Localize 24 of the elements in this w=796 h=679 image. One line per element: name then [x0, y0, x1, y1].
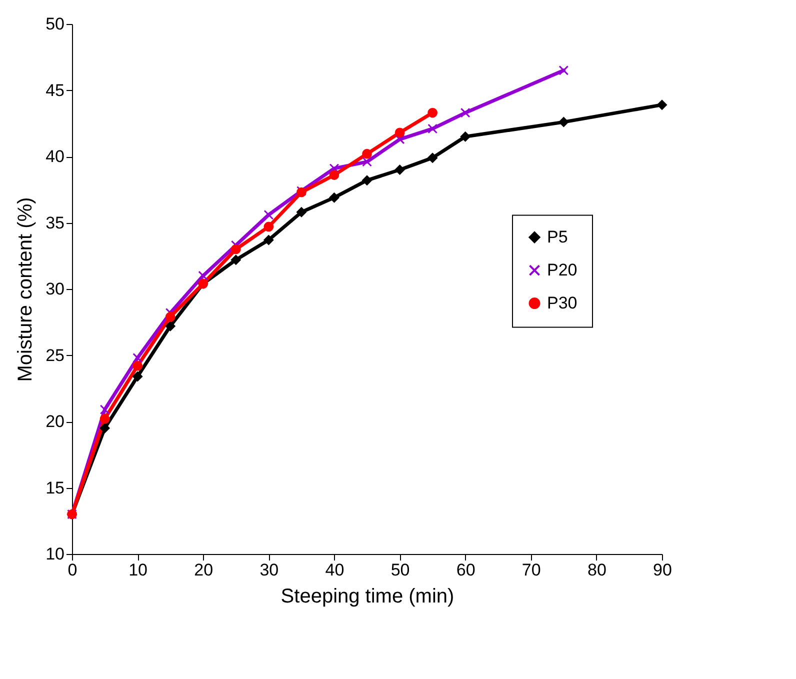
x-tick-label: 40	[325, 560, 344, 580]
x-tick-label: 30	[260, 560, 279, 580]
legend-label: P20	[547, 260, 578, 280]
y-tick-label: 10	[46, 544, 64, 564]
y-tick-label: 50	[46, 14, 64, 34]
x-axis-title: Steeping time (min)	[280, 586, 454, 608]
x-tick-label: 80	[587, 560, 606, 580]
y-tick-label: 40	[46, 147, 64, 166]
x-tick-label: 60	[456, 560, 476, 580]
x-tick-label: 90	[653, 560, 672, 580]
x-tick-label: 70	[522, 560, 541, 580]
x-tick-label: 0	[68, 560, 78, 580]
x-tick-label: 50	[390, 560, 410, 580]
y-tick-label: 15	[46, 478, 64, 498]
y-tick-label: 35	[46, 213, 64, 232]
legend-label: P5	[547, 227, 568, 246]
legend-label: P30	[547, 293, 578, 312]
y-tick-label: 25	[46, 346, 64, 365]
x-tick-label: 10	[128, 560, 148, 580]
y-axis-title: Moisture content (%)	[14, 197, 37, 382]
y-tick-label: 20	[46, 412, 64, 431]
y-tick-label: 45	[46, 80, 64, 100]
x-tick-label: 20	[194, 560, 214, 580]
y-tick-label: 30	[46, 280, 64, 298]
